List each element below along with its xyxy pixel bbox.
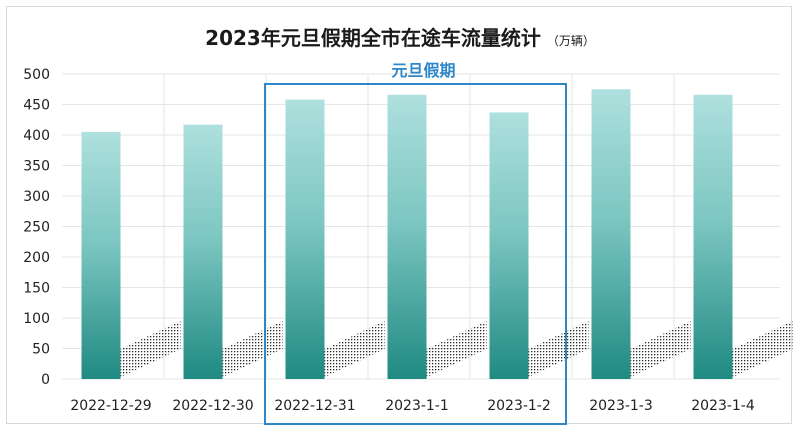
bar-2023-1-1 bbox=[387, 94, 427, 380]
highlight-label: 元旦假期 bbox=[391, 61, 455, 80]
x-tick-label: 2023-1-3 bbox=[589, 398, 653, 414]
y-tick-label: 100 bbox=[23, 311, 50, 327]
y-tick-label: 250 bbox=[23, 220, 50, 236]
x-tick-label: 2023-1-2 bbox=[487, 398, 551, 414]
bar-2023-1-2 bbox=[489, 112, 529, 380]
bar-2022-12-30 bbox=[183, 124, 223, 379]
bar-shadow bbox=[222, 321, 283, 377]
bar-2023-1-4 bbox=[693, 94, 733, 380]
bar-shadow bbox=[630, 321, 691, 377]
y-tick-label: 300 bbox=[23, 189, 50, 205]
y-tick-label: 500 bbox=[23, 67, 50, 83]
chart-title: 2023年元旦假期全市在途车流量统计 bbox=[205, 26, 541, 50]
y-tick-label: 0 bbox=[41, 372, 50, 388]
y-tick-label: 150 bbox=[23, 281, 50, 297]
x-tick-label: 2022-12-29 bbox=[70, 398, 151, 414]
y-tick-label: 350 bbox=[23, 159, 50, 175]
bar-2023-1-3 bbox=[591, 89, 631, 379]
y-tick-label: 400 bbox=[23, 128, 50, 144]
y-tick-label: 200 bbox=[23, 250, 50, 266]
highlight-box bbox=[264, 83, 567, 425]
bar-shadow bbox=[120, 321, 181, 377]
x-tick-label: 2022-12-31 bbox=[274, 398, 355, 414]
y-tick-label: 50 bbox=[32, 342, 50, 358]
x-tick-label: 2023-1-4 bbox=[691, 398, 755, 414]
bar-2022-12-29 bbox=[81, 131, 121, 379]
x-tick-label: 2022-12-30 bbox=[172, 398, 253, 414]
bar-shadow bbox=[426, 321, 487, 377]
bar-shadow bbox=[732, 321, 793, 377]
bar-shadow bbox=[528, 321, 589, 377]
chart-unit: （万辆） bbox=[546, 34, 595, 48]
chart-title-block: 2023年元旦假期全市在途车流量统计 （万辆） bbox=[0, 22, 800, 51]
x-tick-label: 2023-1-1 bbox=[385, 398, 449, 414]
bar-2022-12-31 bbox=[285, 99, 325, 380]
y-tick-label: 450 bbox=[23, 98, 50, 114]
bar-shadow bbox=[324, 321, 385, 377]
